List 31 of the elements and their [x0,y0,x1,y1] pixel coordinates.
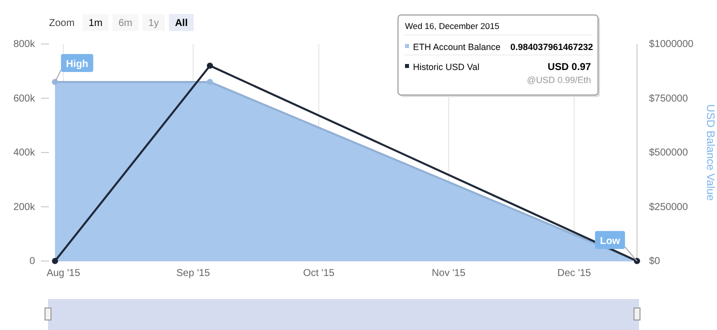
y2-tick-label: $750000 [649,93,688,104]
text: 6m [118,18,132,29]
y2-tick-label: $250000 [649,202,688,213]
x-tick-label: Aug '15 [46,268,81,280]
x-tick-label: Oct '15 [303,268,335,280]
y-tick-label: 400k [13,148,36,159]
point [206,62,214,69]
y-tick-label: 600k [13,93,36,104]
text: All [174,18,188,29]
y-tick-label: 0 [29,256,36,268]
text: 1m [88,18,102,29]
text: Wed 16, December 2015 [405,21,500,31]
annotation: 0.984037961467232 [510,42,593,52]
y-tick-label: 200k [13,202,36,213]
y2-tick-label: $0 [649,256,661,268]
annotation: @USD 0.99/Eth [526,75,591,85]
x-tick-label: Sep '15 [176,268,210,280]
x-tick-label: Nov '15 [432,268,466,280]
annotation: High [66,58,88,70]
point [52,258,58,264]
y2-tick-label: $500000 [649,148,688,159]
x-tick-label: Dec '15 [557,268,592,280]
text: 1y [148,18,159,29]
y-tick-label: 800k [13,39,36,50]
annotation: Low [600,236,620,247]
y2-axis-title: USD Balance Value [704,104,716,201]
annotation: USD 0.97 [548,62,592,73]
y2-tick-label: $1000000 [649,39,694,50]
legend-label: ETH Account Balance [413,42,501,52]
text: Zoom [49,18,75,29]
legend-label: Historic USD Val [413,62,480,72]
